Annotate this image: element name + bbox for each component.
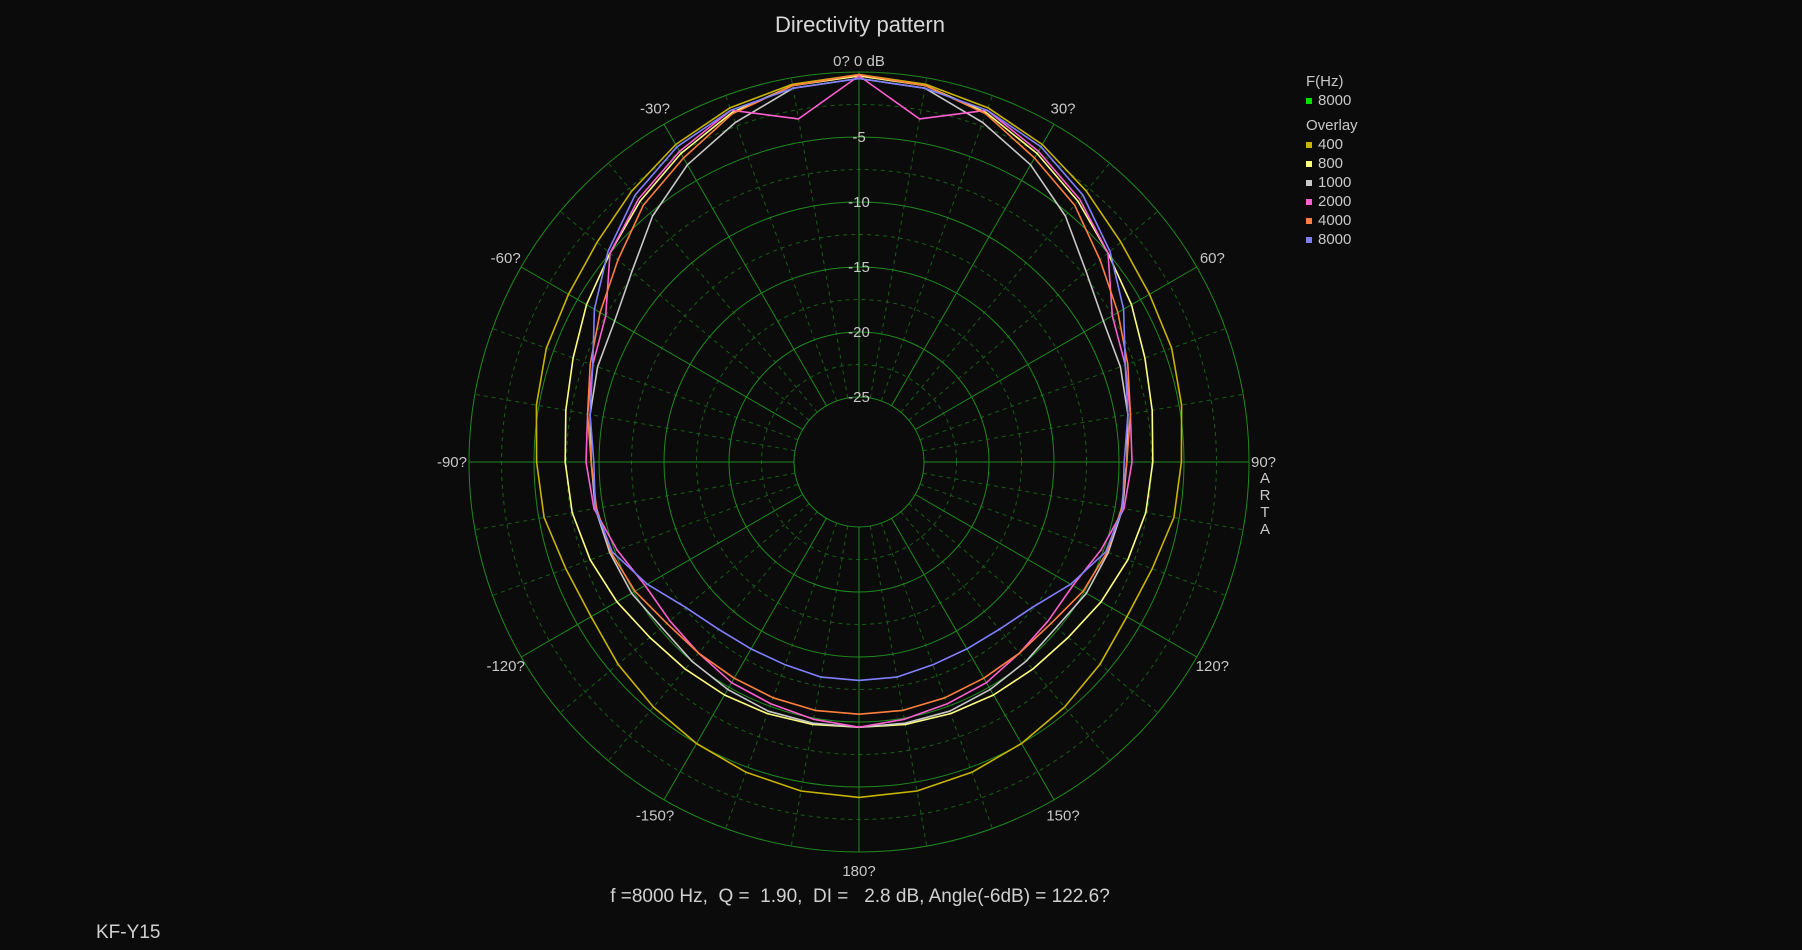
legend-label: 1000 <box>1318 174 1352 191</box>
top-label: 0? 0 dB <box>833 53 885 70</box>
model-label: KF-Y15 <box>96 922 161 943</box>
angle-tick-label: -30? <box>640 101 670 118</box>
grid-spoke <box>891 518 1055 800</box>
angle-tick-label: 150? <box>1046 807 1079 824</box>
arta-letter: A <box>1259 521 1270 538</box>
series-line-8000 <box>589 77 1129 682</box>
grid-spoke <box>663 124 827 406</box>
grid-spoke-minor <box>880 95 993 402</box>
legend-item-800: 800 <box>1306 154 1358 173</box>
legend-overlay-header: Overlay <box>1306 117 1358 134</box>
grid-spoke <box>915 494 1197 658</box>
arta-letter: T <box>1260 504 1270 521</box>
arta-letter: R <box>1259 487 1271 504</box>
legend: F(Hz) 8000 Overlay 400 800 1000 2000 400… <box>1306 72 1358 249</box>
grid-spoke-minor <box>900 162 1111 413</box>
radial-tick-label: -15 <box>848 259 870 276</box>
radial-tick-label: -20 <box>848 324 870 341</box>
chart-title: Directivity pattern <box>775 12 945 37</box>
grid-circle <box>663 266 1055 658</box>
grid-spoke-minor <box>908 503 1159 714</box>
angle-tick-label: -60? <box>491 250 521 267</box>
grid-spoke-minor <box>922 472 1244 531</box>
angle-tick-label: -150? <box>636 807 674 824</box>
legend-swatch <box>1306 236 1312 243</box>
radial-tick-label: -25 <box>848 389 870 406</box>
legend-item-8000: 8000 <box>1306 230 1358 249</box>
grid-spoke-minor <box>919 483 1226 596</box>
center-hole <box>800 403 918 521</box>
grid-spoke <box>891 124 1055 406</box>
series-line-400 <box>535 73 1183 799</box>
legend-label: 8000 <box>1318 231 1352 248</box>
legend-swatch <box>1306 141 1312 148</box>
grid-spoke-minor <box>790 525 849 847</box>
angle-tick-label: -120? <box>486 658 524 675</box>
grid-circle <box>598 201 1120 723</box>
arta-watermark: A R T A <box>1258 470 1272 538</box>
angle-tick-label: 30? <box>1050 101 1075 118</box>
grid-circle <box>533 136 1185 788</box>
grid-spoke-minor <box>908 210 1159 421</box>
legend-label: 4000 <box>1318 212 1352 229</box>
legend-item-4000: 4000 <box>1306 211 1358 230</box>
stats-line: f =8000 Hz, Q = 1.90, DI = 2.8 dB, Angle… <box>610 886 1110 907</box>
grid-spoke-minor <box>880 522 993 829</box>
grid-spoke-minor <box>790 77 849 399</box>
angle-tick-label: 120? <box>1196 658 1229 675</box>
legend-header: F(Hz) <box>1306 73 1344 90</box>
legend-label: 2000 <box>1318 193 1352 210</box>
legend-item-400: 400 <box>1306 135 1358 154</box>
angle-tick-label: -90? <box>437 454 467 471</box>
legend-swatch <box>1306 198 1312 205</box>
grid-spoke-minor <box>869 525 928 847</box>
grid-spoke-minor <box>869 77 928 399</box>
legend-label: 400 <box>1318 136 1344 153</box>
grid-circle <box>793 396 925 528</box>
grid-spoke <box>663 518 827 800</box>
angle-tick-label: 60? <box>1200 250 1225 267</box>
grid-circle <box>728 331 990 593</box>
grid-spoke-minor <box>900 511 1111 762</box>
radial-tick-label: -10 <box>848 194 870 211</box>
legend-item-1000: 1000 <box>1306 173 1358 192</box>
grid-spoke-minor <box>919 328 1226 441</box>
grid-spoke <box>521 494 803 658</box>
legend-label: 800 <box>1318 155 1344 172</box>
legend-swatch <box>1306 179 1312 186</box>
grid-spoke-minor <box>725 522 838 829</box>
legend-item-current: 8000 <box>1306 91 1358 110</box>
legend-swatch <box>1306 217 1312 224</box>
series-line-4000 <box>586 73 1132 715</box>
legend-label: 8000 <box>1318 92 1352 109</box>
legend-swatch <box>1306 97 1312 104</box>
legend-swatch <box>1306 160 1312 167</box>
legend-item-2000: 2000 <box>1306 192 1358 211</box>
series-line-2000 <box>585 75 1133 728</box>
radial-tick-label: -5 <box>852 129 865 146</box>
grid-circle <box>468 71 1250 853</box>
grid-spoke-minor <box>922 393 1244 452</box>
arta-letter: A <box>1259 470 1270 487</box>
angle-tick-label: 90? <box>1251 454 1276 471</box>
angle-tick-label: 180? <box>842 863 875 880</box>
